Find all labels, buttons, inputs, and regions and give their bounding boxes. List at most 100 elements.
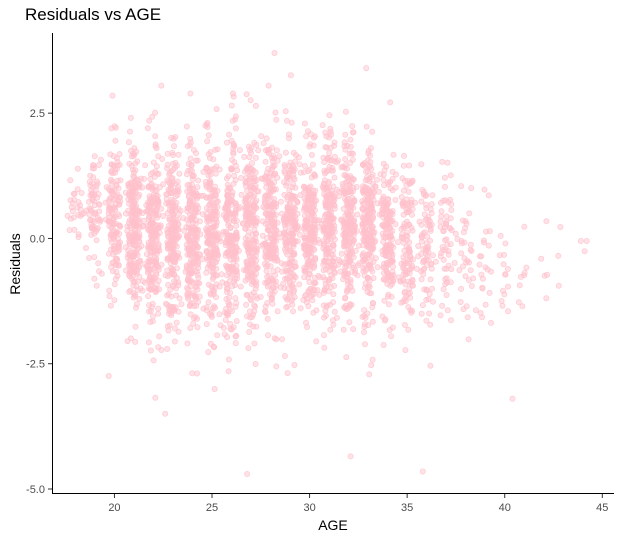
data-point bbox=[442, 280, 449, 287]
data-point bbox=[112, 276, 119, 283]
data-point bbox=[264, 315, 271, 322]
data-point bbox=[155, 243, 162, 250]
data-point bbox=[176, 295, 183, 302]
data-point bbox=[426, 310, 433, 317]
data-point bbox=[126, 219, 133, 226]
data-point bbox=[107, 302, 114, 309]
data-point bbox=[380, 200, 387, 207]
data-point bbox=[437, 312, 444, 319]
data-point bbox=[251, 340, 258, 347]
data-point bbox=[224, 201, 231, 208]
data-point bbox=[232, 295, 239, 302]
data-point bbox=[292, 205, 299, 212]
data-point bbox=[85, 198, 92, 205]
data-point bbox=[175, 234, 182, 241]
data-point bbox=[555, 252, 562, 259]
data-point bbox=[270, 200, 277, 207]
data-point bbox=[166, 207, 173, 214]
x-tick-label: 40 bbox=[499, 502, 511, 514]
data-point bbox=[262, 175, 269, 182]
data-point bbox=[196, 293, 203, 300]
data-point bbox=[129, 150, 136, 157]
data-point bbox=[194, 286, 201, 293]
data-point bbox=[233, 318, 240, 325]
data-point bbox=[224, 187, 231, 194]
data-point bbox=[210, 343, 217, 350]
data-point bbox=[147, 252, 154, 259]
data-point bbox=[278, 336, 285, 343]
data-point bbox=[262, 158, 269, 165]
data-point bbox=[108, 169, 115, 176]
data-point bbox=[126, 272, 133, 279]
data-point bbox=[206, 252, 213, 259]
data-point bbox=[208, 166, 215, 173]
data-point bbox=[130, 278, 137, 285]
data-point bbox=[342, 212, 349, 219]
data-point bbox=[577, 237, 584, 244]
data-point bbox=[432, 258, 439, 265]
data-point bbox=[252, 360, 259, 367]
data-point bbox=[258, 133, 265, 140]
data-point bbox=[345, 189, 352, 196]
data-point bbox=[277, 198, 284, 205]
data-point bbox=[309, 204, 316, 211]
data-point bbox=[122, 244, 129, 251]
data-point bbox=[349, 123, 356, 130]
data-point bbox=[195, 264, 202, 271]
data-point bbox=[523, 264, 530, 271]
data-point bbox=[144, 207, 151, 214]
data-point bbox=[187, 324, 194, 331]
data-point bbox=[509, 395, 516, 402]
data-point bbox=[398, 234, 405, 241]
data-point bbox=[207, 149, 214, 156]
data-point bbox=[216, 311, 223, 318]
data-point bbox=[151, 285, 158, 292]
data-point bbox=[387, 232, 394, 239]
data-point bbox=[325, 249, 332, 256]
data-point bbox=[152, 143, 159, 150]
data-point bbox=[225, 299, 232, 306]
data-point bbox=[230, 150, 237, 157]
data-point bbox=[319, 122, 326, 129]
data-point bbox=[448, 206, 455, 213]
data-point bbox=[295, 154, 302, 161]
data-point bbox=[148, 180, 155, 187]
data-point bbox=[467, 267, 474, 274]
data-point bbox=[142, 162, 149, 169]
data-point bbox=[403, 229, 410, 236]
data-point bbox=[271, 162, 278, 169]
data-point bbox=[326, 112, 333, 119]
data-point bbox=[557, 223, 564, 230]
data-point bbox=[189, 230, 196, 237]
data-point bbox=[154, 170, 161, 177]
data-point bbox=[253, 247, 260, 254]
data-point bbox=[211, 385, 218, 392]
data-point bbox=[544, 271, 551, 278]
data-point bbox=[397, 277, 404, 284]
data-point bbox=[306, 184, 313, 191]
data-point bbox=[127, 128, 134, 135]
data-point bbox=[71, 226, 78, 233]
data-point bbox=[146, 117, 153, 124]
data-point bbox=[153, 271, 160, 278]
data-point bbox=[178, 301, 185, 308]
data-point bbox=[310, 194, 317, 201]
data-point bbox=[150, 357, 157, 364]
data-point bbox=[195, 177, 202, 184]
data-point bbox=[214, 332, 221, 339]
data-point bbox=[86, 205, 93, 212]
data-point bbox=[162, 410, 169, 417]
data-point bbox=[155, 211, 162, 218]
data-point bbox=[312, 173, 319, 180]
data-point bbox=[296, 281, 303, 288]
data-point bbox=[168, 234, 175, 241]
data-point bbox=[150, 230, 157, 237]
data-point bbox=[287, 230, 294, 237]
data-point bbox=[497, 232, 504, 239]
data-point bbox=[108, 264, 115, 271]
data-point bbox=[304, 323, 311, 330]
data-point bbox=[171, 204, 178, 211]
data-point bbox=[461, 239, 468, 246]
data-point bbox=[342, 156, 349, 163]
data-point bbox=[233, 332, 240, 339]
